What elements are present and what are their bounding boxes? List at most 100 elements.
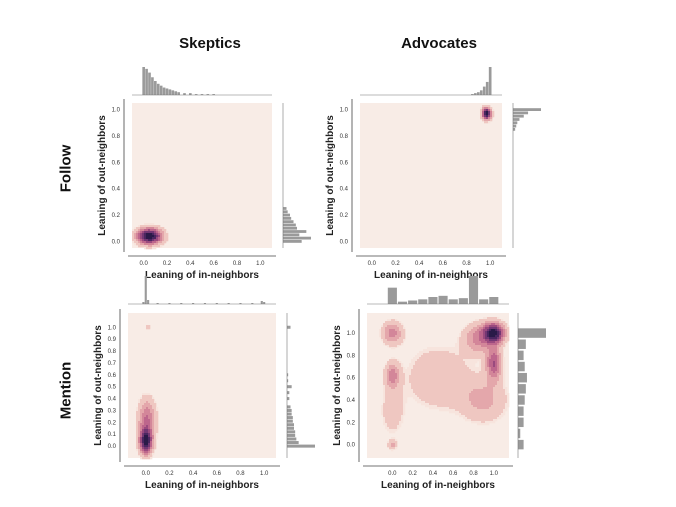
kde-cell: [403, 337, 406, 340]
kde-cell: [421, 375, 424, 378]
kde-cell: [477, 357, 480, 360]
kde-cell: [483, 341, 486, 344]
kde-cell: [397, 341, 400, 344]
kde-cell: [152, 449, 155, 452]
kde-cell: [481, 405, 484, 408]
kde-cell: [501, 349, 504, 352]
kde-cell: [401, 393, 404, 396]
kde-cell: [469, 369, 472, 372]
kde-cell: [461, 355, 464, 358]
kde-cell: [154, 425, 157, 428]
top-hist-bar: [168, 303, 171, 304]
kde-cell: [152, 225, 155, 228]
kde-cell: [489, 365, 492, 368]
kde-cell: [435, 377, 438, 380]
kde-cell: [495, 359, 498, 362]
kde-cell: [455, 379, 458, 382]
kde-cell: [401, 343, 404, 346]
kde-cell: [146, 401, 149, 404]
kde-cell: [383, 423, 386, 426]
kde-cell: [150, 407, 153, 410]
kde-cell: [487, 415, 490, 418]
kde-cell: [483, 369, 486, 372]
kde-cell: [389, 333, 392, 336]
kde-cell: [397, 411, 400, 414]
kde-cell: [417, 365, 420, 368]
kde-cell: [493, 393, 496, 396]
kde-cell: [441, 381, 444, 384]
kde-cell: [417, 397, 420, 400]
kde-cell: [497, 349, 500, 352]
kde-cell: [431, 371, 434, 374]
kde-cell: [499, 409, 502, 412]
kde-cell: [441, 365, 444, 368]
top-hist-bar: [183, 93, 186, 95]
kde-cell: [437, 373, 440, 376]
kde-cell: [467, 405, 470, 408]
kde-cell: [481, 383, 484, 386]
kde-cell: [475, 323, 478, 326]
kde-cell: [499, 371, 502, 374]
kde-cell: [164, 235, 167, 238]
kde-cell: [481, 391, 484, 394]
kde-cell: [443, 349, 446, 352]
kde-cell: [493, 371, 496, 374]
kde-cell: [152, 447, 155, 450]
kde-cell: [473, 333, 476, 336]
kde-cell: [437, 401, 440, 404]
kde-cell: [401, 379, 404, 382]
kde-cell: [503, 383, 506, 386]
kde-cell: [401, 367, 404, 370]
kde-cell: [475, 417, 478, 420]
kde-cell: [485, 325, 488, 328]
kde-cell: [469, 343, 472, 346]
kde-cell: [148, 445, 151, 448]
kde-cell: [491, 363, 494, 366]
kde-cell: [136, 443, 139, 446]
kde-cell: [142, 451, 145, 454]
x-axis-label: Leaning of in-neighbors: [145, 270, 259, 281]
kde-cell: [152, 419, 155, 422]
kde-cell: [485, 337, 488, 340]
kde-cell: [138, 431, 141, 434]
kde-cell: [485, 333, 488, 336]
kde-cell: [429, 349, 432, 352]
kde-cell: [417, 383, 420, 386]
kde-cell: [461, 353, 464, 356]
kde-cell: [401, 403, 404, 406]
kde-cell: [397, 383, 400, 386]
kde-cell: [507, 395, 510, 398]
kde-cell: [425, 391, 428, 394]
kde-cell: [453, 395, 456, 398]
kde-cell: [431, 379, 434, 382]
kde-cell: [142, 393, 145, 396]
kde-cell: [467, 361, 470, 364]
kde-cell: [399, 403, 402, 406]
kde-cell: [160, 239, 163, 242]
kde-cell: [439, 369, 442, 372]
kde-cell: [433, 397, 436, 400]
kde-cell: [146, 241, 149, 244]
kde-cell: [389, 321, 392, 324]
kde-cell: [459, 415, 462, 418]
kde-cell: [441, 377, 444, 380]
kde-cell: [501, 397, 504, 400]
kde-cell: [435, 399, 438, 402]
kde-cell: [152, 243, 155, 246]
kde-cell: [489, 403, 492, 406]
kde-cell: [487, 417, 490, 420]
kde-cell: [148, 407, 151, 410]
kde-cell: [477, 377, 480, 380]
kde-cell: [473, 397, 476, 400]
kde-cell: [389, 429, 392, 432]
kde-cell: [393, 401, 396, 404]
kde-cell: [501, 405, 504, 408]
kde-cell: [411, 365, 414, 368]
kde-cell: [445, 379, 448, 382]
kde-cell: [413, 379, 416, 382]
kde-cell: [399, 373, 402, 376]
kde-cell: [461, 333, 464, 336]
kde-cell: [477, 349, 480, 352]
kde-cell: [497, 337, 500, 340]
kde-cell: [493, 405, 496, 408]
